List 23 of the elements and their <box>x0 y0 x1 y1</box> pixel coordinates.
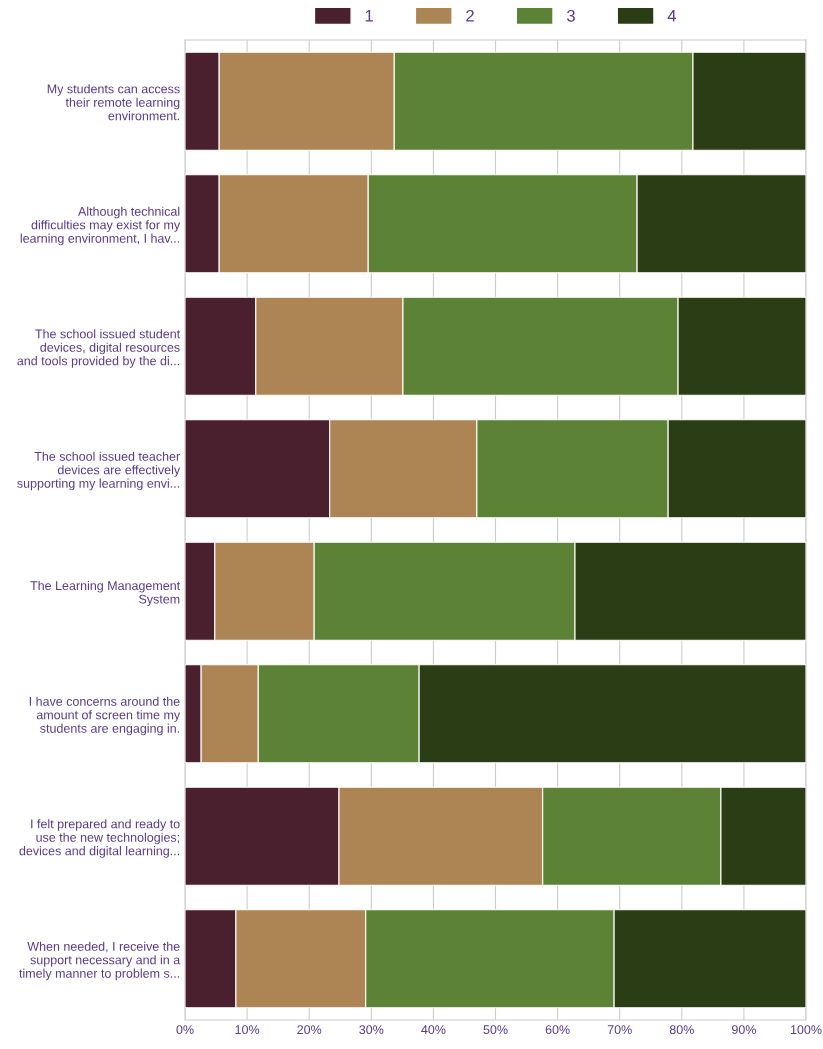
x-tick-label: 50% <box>483 1025 508 1035</box>
y-tick-label: I have concerns around the amount of screen time my students are engaging in. <box>29 696 181 736</box>
y-tick-label: My students can access their remote learning environment. <box>47 84 180 121</box>
x-tick-label: 20% <box>297 1025 322 1035</box>
legend-label: 4 <box>667 10 677 22</box>
x-tick-label: 90% <box>731 1025 756 1035</box>
x-tick-label: 0% <box>176 1025 194 1035</box>
y-tick-label: When needed, I receive the support necessary and in a timely manner to problem s... <box>19 941 181 981</box>
y-tick-label: I felt prepared and ready to use the new technologies; devices and digital learning... <box>19 819 180 858</box>
x-tick-label: 80% <box>669 1025 694 1035</box>
legend-label: 2 <box>466 9 474 22</box>
x-tick-label: 10% <box>235 1025 260 1035</box>
x-tick-label: 40% <box>421 1025 446 1035</box>
x-tick-label: 60% <box>545 1025 570 1035</box>
y-tick-label: The school issued student devices, digital resources and tools provided by the di... <box>17 329 181 368</box>
x-tick-label: 30% <box>359 1025 384 1035</box>
legend-label: 1 <box>365 10 373 22</box>
y-tick-label: Although technical difficulties may exist for my learning environment, I hav... <box>20 206 181 246</box>
x-tick-label: 70% <box>607 1025 632 1035</box>
x-tick-label: 100% <box>790 1025 822 1035</box>
legend-label: 3 <box>566 9 575 22</box>
y-tick-label: The Learning Management System <box>30 580 181 607</box>
y-tick-label: The school issued teacher devices are effectively supporting my learning envi... <box>17 451 181 491</box>
